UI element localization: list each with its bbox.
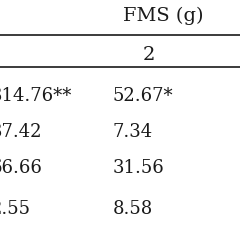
Text: 37.42: 37.42 xyxy=(0,123,42,141)
Text: 31.56: 31.56 xyxy=(113,159,165,177)
Text: 2: 2 xyxy=(143,46,155,64)
Text: 2.55: 2.55 xyxy=(0,200,30,218)
Text: 52.67*: 52.67* xyxy=(113,87,174,105)
Text: 7.34: 7.34 xyxy=(113,123,153,141)
Text: FMS (g): FMS (g) xyxy=(123,7,204,25)
Text: 66.66: 66.66 xyxy=(0,159,42,177)
Text: 8.58: 8.58 xyxy=(113,200,153,218)
Text: 314.76**: 314.76** xyxy=(0,87,72,105)
